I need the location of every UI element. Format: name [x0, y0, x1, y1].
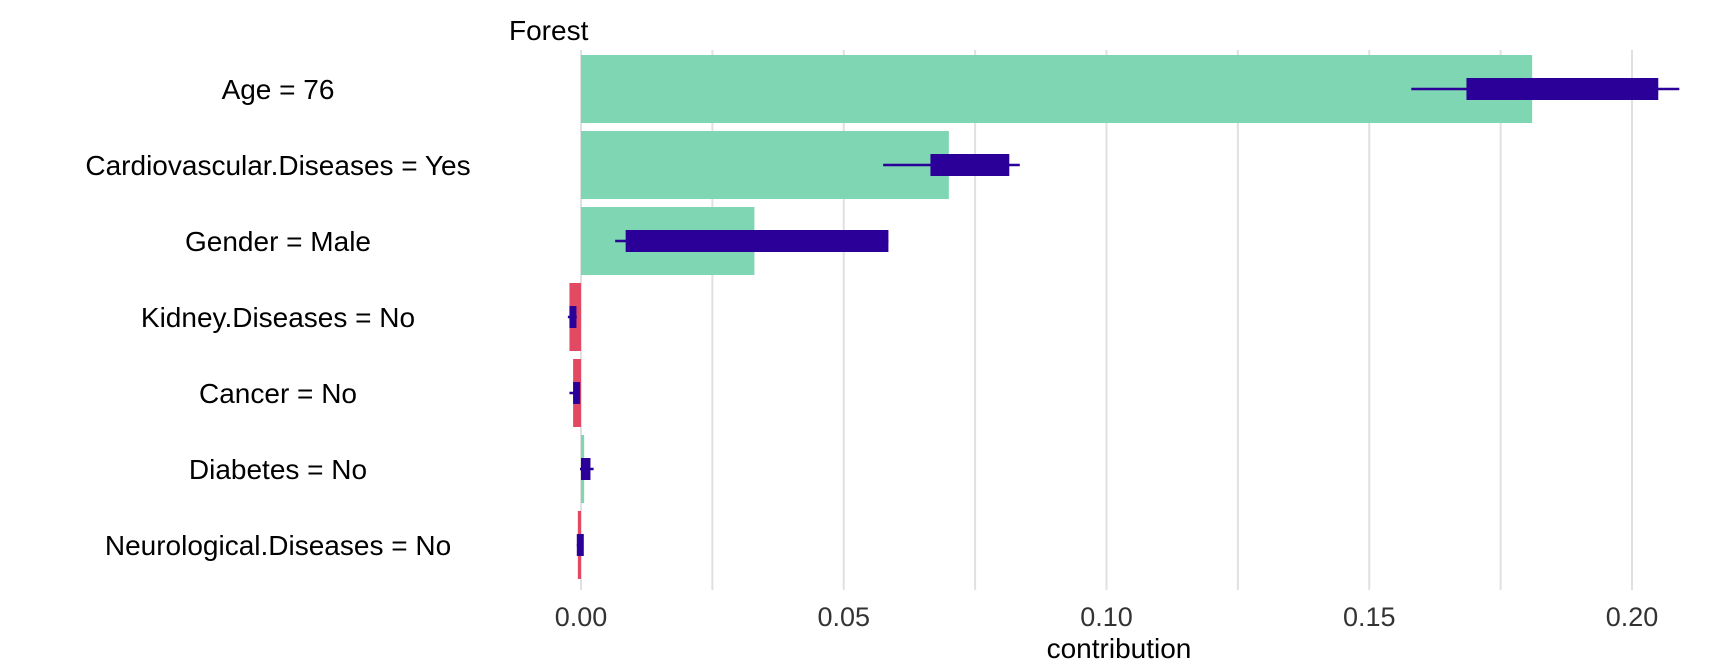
interval-box	[569, 306, 577, 328]
x-tick-label: 0.10	[1080, 602, 1133, 632]
interval-box	[581, 458, 591, 480]
category-label: Neurological.Diseases = No	[105, 530, 451, 561]
x-tick-label: 0.20	[1606, 602, 1659, 632]
contribution-bar	[581, 55, 1533, 123]
category-label: Age = 76	[222, 74, 335, 105]
x-axis-title: contribution	[1047, 633, 1192, 664]
chart-title: Forest	[509, 15, 589, 46]
interval-box	[573, 382, 581, 404]
interval-box	[625, 230, 889, 252]
category-label: Kidney.Diseases = No	[141, 302, 415, 333]
interval-boxes	[567, 78, 1680, 556]
category-label: Cardiovascular.Diseases = Yes	[85, 150, 470, 181]
interval-box	[576, 534, 584, 556]
x-tick-label: 0.05	[817, 602, 870, 632]
category-label: Cancer = No	[199, 378, 357, 409]
category-label: Diabetes = No	[189, 454, 367, 485]
contribution-bars	[569, 55, 1533, 579]
category-labels: Age = 76 Cardiovascular.Diseases = Yes Gen…	[85, 74, 470, 561]
interval-box	[930, 154, 1010, 176]
x-tick-label: 0.15	[1343, 602, 1396, 632]
x-tick-label: 0.00	[555, 602, 608, 632]
interval-box	[1466, 78, 1659, 100]
category-label: Gender = Male	[185, 226, 371, 257]
x-axis-ticks: 0.00 0.05 0.10 0.15 0.20	[555, 602, 1659, 632]
